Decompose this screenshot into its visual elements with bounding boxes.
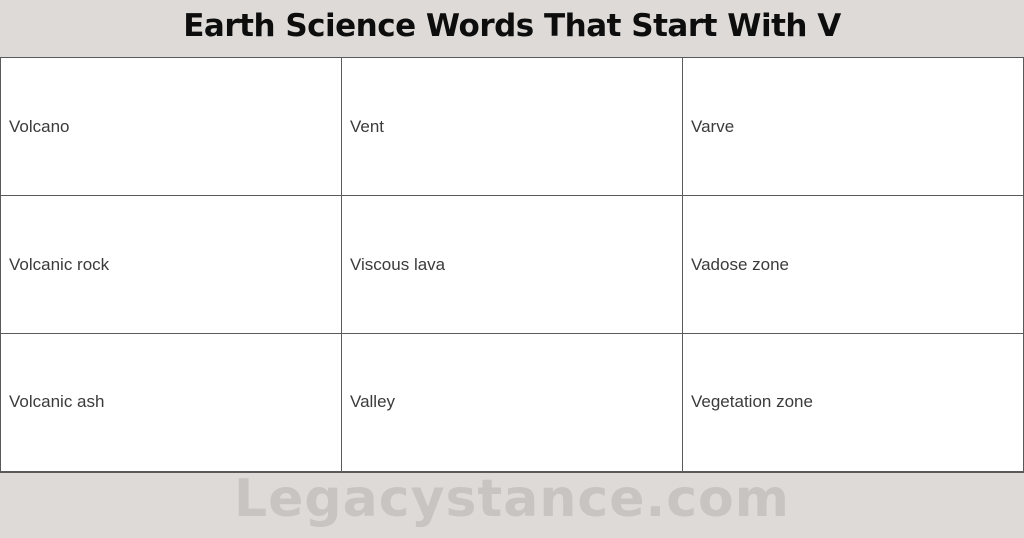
table-cell: Valley (341, 333, 683, 473)
table-cell: Vegetation zone (682, 333, 1024, 473)
table-cell: Vadose zone (682, 195, 1024, 334)
table-row: Volcanic ash Valley Vegetation zone (0, 333, 1024, 473)
table-cell: Volcanic ash (0, 333, 342, 473)
watermark: Legacystance.com (234, 469, 790, 529)
page-title: Earth Science Words That Start With V (183, 8, 841, 44)
table-cell: Varve (682, 57, 1024, 196)
word-table: Volcano Vent Varve Volcanic rock Viscous… (0, 57, 1024, 473)
table-cell: Volcanic rock (0, 195, 342, 334)
table-cell: Volcano (0, 57, 342, 196)
table-row: Volcanic rock Viscous lava Vadose zone (0, 195, 1024, 334)
table-cell: Viscous lava (341, 195, 683, 334)
table-row: Volcano Vent Varve (0, 57, 1024, 196)
table-cell: Vent (341, 57, 683, 196)
